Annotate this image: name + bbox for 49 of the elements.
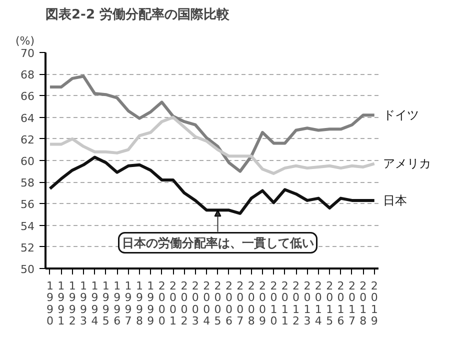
chart-title: 図表2-2 労働分配率の国際比較: [46, 6, 231, 22]
x-tick-label: 1 9 9 8: [136, 280, 143, 328]
y-tick-label: 52: [20, 241, 35, 254]
x-tick-label: 2 0 1 6: [337, 280, 344, 328]
x-tick-label: 2 0 0 3: [192, 280, 199, 328]
x-tick-label: 2 0 0 1: [170, 280, 177, 328]
x-tick-label: 2 0 1 4: [314, 280, 322, 328]
line-series: [48, 74, 376, 173]
x-tick-label: 2 0 1 8: [360, 280, 367, 328]
x-tick-label: 1 9 9 2: [68, 280, 76, 328]
x-tick-label: 1 9 9 7: [124, 280, 132, 328]
x-tick-label: 2 0 1 3: [304, 280, 311, 328]
x-tick-label: 1 9 9 9: [147, 280, 154, 328]
x-tick-label: 1 9 9 3: [80, 280, 88, 328]
x-tick-label: 2 0 0 0: [158, 280, 166, 328]
x-tick-label: 2 0 0 4: [203, 280, 210, 328]
y-tick-label: 70: [20, 47, 35, 60]
x-tick-label: 2 0 0 2: [180, 280, 188, 328]
series-label: ドイツ: [382, 108, 419, 122]
y-tick-label: 66: [20, 90, 35, 104]
x-tick-label: 1 9 9 5: [102, 280, 110, 328]
y-tick-label: 60: [20, 155, 35, 168]
y-tick-label: 58: [20, 176, 35, 190]
y-tick-label: 68: [20, 68, 35, 82]
y-tick-label: 64: [20, 112, 35, 125]
y-tick-label: 50: [20, 263, 35, 276]
x-tick-label: 2 0 1 9: [370, 280, 378, 328]
x-tick-label: 1 9 9 0: [46, 280, 54, 328]
series-label: 日本: [382, 193, 407, 208]
x-tick-label: 2 0 1 7: [348, 280, 356, 328]
x-tick-label: 2 0 1 2: [292, 280, 300, 328]
x-tick-label: 2 0 1 0: [270, 280, 278, 328]
x-tick-label: 2 0 0 5: [214, 280, 222, 328]
x-tick-label: 1 9 9 4: [91, 280, 98, 328]
x-tick-label: 2 0 1 1: [281, 280, 288, 328]
annotation: 日本の労働分配率は、一貫して低い: [122, 236, 314, 250]
x-tick-label: 2 0 0 6: [225, 280, 232, 328]
y-tick-label: 62: [20, 133, 35, 146]
x-tick-label: 1 9 9 1: [58, 280, 65, 328]
y-tick-label: 54: [20, 220, 35, 233]
x-tick-label: 2 0 0 8: [248, 280, 255, 328]
x-tick-label: 2 0 0 9: [259, 280, 266, 328]
x-tick-label: 1 9 9 6: [114, 280, 121, 328]
y-tick-label: 56: [20, 198, 35, 212]
y-axis-title: (%): [16, 34, 35, 48]
line-series: [48, 116, 376, 175]
x-tick-label: 2 0 1 5: [326, 280, 334, 328]
x-tick-label: 2 0 0 7: [236, 280, 244, 328]
series-label: アメリカ: [382, 156, 431, 171]
